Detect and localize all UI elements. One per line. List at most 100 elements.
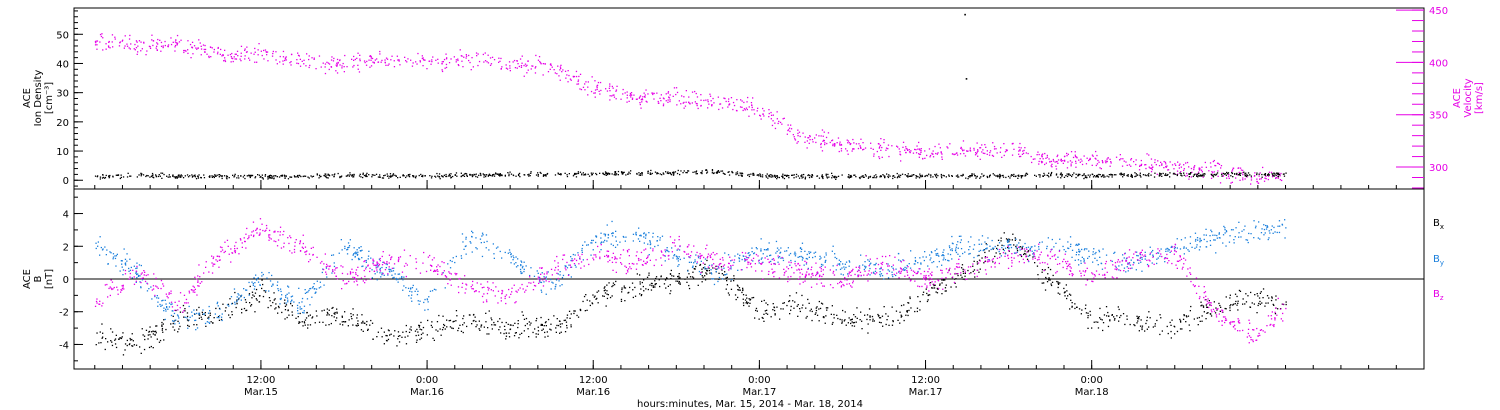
velocity-point bbox=[594, 80, 596, 82]
velocity-point bbox=[299, 65, 302, 67]
velocity-point bbox=[156, 49, 158, 51]
field-point-bx bbox=[1174, 333, 1176, 335]
velocity-point bbox=[1145, 164, 1147, 166]
field-point-bx bbox=[555, 331, 557, 333]
field-point-bx bbox=[994, 255, 996, 258]
field-point-bx bbox=[556, 324, 558, 327]
density-point bbox=[1035, 175, 1037, 177]
field-point-bx bbox=[497, 320, 499, 323]
field-point-bx bbox=[231, 314, 233, 316]
velocity-point bbox=[282, 56, 285, 58]
field-point-bx bbox=[954, 282, 956, 284]
field-point-bx bbox=[869, 319, 871, 321]
field-point-bx bbox=[1048, 279, 1050, 281]
field-point-by bbox=[600, 232, 602, 234]
density-point bbox=[809, 174, 811, 177]
field-point-bx bbox=[608, 282, 610, 284]
density-point bbox=[214, 174, 216, 176]
velocity-point bbox=[1214, 164, 1216, 167]
velocity-point bbox=[208, 56, 210, 59]
field-point-by bbox=[320, 286, 322, 288]
velocity-point bbox=[609, 85, 611, 87]
field-point-by bbox=[1113, 252, 1115, 254]
field-point-by bbox=[968, 249, 970, 251]
field-point-by bbox=[937, 252, 939, 255]
field-point-by bbox=[303, 310, 305, 312]
density-point bbox=[869, 175, 872, 178]
velocity-point bbox=[992, 155, 995, 157]
density-point bbox=[496, 173, 498, 175]
density-point bbox=[1189, 173, 1191, 175]
velocity-point bbox=[1277, 174, 1279, 176]
field-point-by bbox=[165, 308, 167, 310]
density-point bbox=[295, 176, 297, 178]
field-point-by bbox=[1164, 261, 1166, 263]
velocity-point bbox=[576, 83, 578, 85]
field-point-bx bbox=[1201, 304, 1203, 306]
density-point bbox=[529, 175, 531, 177]
field-point-bx bbox=[1236, 295, 1238, 298]
velocity-point bbox=[834, 144, 836, 146]
field-point-by bbox=[164, 299, 166, 301]
field-point-by bbox=[136, 277, 138, 279]
field-point-by bbox=[135, 271, 137, 273]
density-point bbox=[759, 174, 762, 176]
density-point bbox=[280, 175, 282, 177]
density-point bbox=[893, 175, 895, 177]
field-point-bx bbox=[586, 299, 588, 301]
field-point-bx bbox=[510, 324, 512, 326]
velocity-point bbox=[1018, 153, 1020, 155]
density-point bbox=[1176, 174, 1178, 177]
velocity-point bbox=[94, 44, 97, 46]
velocity-point bbox=[157, 38, 159, 41]
velocity-point bbox=[1280, 172, 1282, 175]
density-point bbox=[209, 175, 211, 177]
velocity-point bbox=[308, 55, 310, 57]
field-point-by bbox=[1078, 264, 1080, 266]
field-point-bx bbox=[357, 320, 359, 322]
field-point-bx bbox=[806, 315, 808, 318]
density-point bbox=[260, 176, 262, 178]
field-point-bx bbox=[1275, 295, 1277, 297]
field-point-bx bbox=[883, 306, 885, 308]
velocity-point bbox=[477, 64, 479, 67]
field-point-bx bbox=[706, 259, 708, 262]
field-point-bx bbox=[462, 331, 464, 334]
velocity-point bbox=[984, 152, 986, 155]
field-point-bx bbox=[209, 312, 211, 314]
velocity-point bbox=[1024, 147, 1026, 149]
field-point-by bbox=[460, 255, 462, 257]
density-point bbox=[271, 176, 273, 178]
field-point-bx bbox=[463, 315, 465, 317]
velocity-point bbox=[823, 139, 825, 141]
velocity-point bbox=[542, 63, 544, 65]
field-point-by bbox=[741, 258, 743, 261]
field-point-bx bbox=[1206, 306, 1208, 308]
field-point-bx bbox=[1250, 291, 1252, 294]
field-point-bx bbox=[596, 291, 598, 293]
velocity-point bbox=[266, 51, 269, 53]
field-point-bx bbox=[161, 321, 163, 324]
velocity-point bbox=[641, 98, 643, 100]
field-point-bx bbox=[860, 311, 862, 313]
density-point bbox=[1055, 174, 1058, 176]
field-point-bx bbox=[458, 327, 460, 329]
field-point-by bbox=[825, 259, 827, 262]
velocity-point bbox=[1237, 167, 1239, 169]
field-point-bx bbox=[273, 292, 275, 294]
field-point-by bbox=[346, 253, 349, 255]
velocity-point bbox=[760, 118, 762, 120]
velocity-point bbox=[703, 99, 705, 102]
field-point-by bbox=[399, 277, 401, 279]
field-point-bx bbox=[251, 291, 254, 293]
density-point bbox=[782, 176, 784, 178]
field-point-bx bbox=[1236, 304, 1238, 306]
density-point bbox=[661, 174, 663, 176]
field-point-by bbox=[1277, 225, 1279, 227]
field-point-bx bbox=[888, 324, 890, 326]
field-point-bx bbox=[1170, 330, 1172, 333]
velocity-point bbox=[993, 145, 996, 148]
velocity-point bbox=[230, 61, 232, 63]
density-point bbox=[1222, 172, 1225, 175]
field-point-bx bbox=[1141, 327, 1143, 329]
